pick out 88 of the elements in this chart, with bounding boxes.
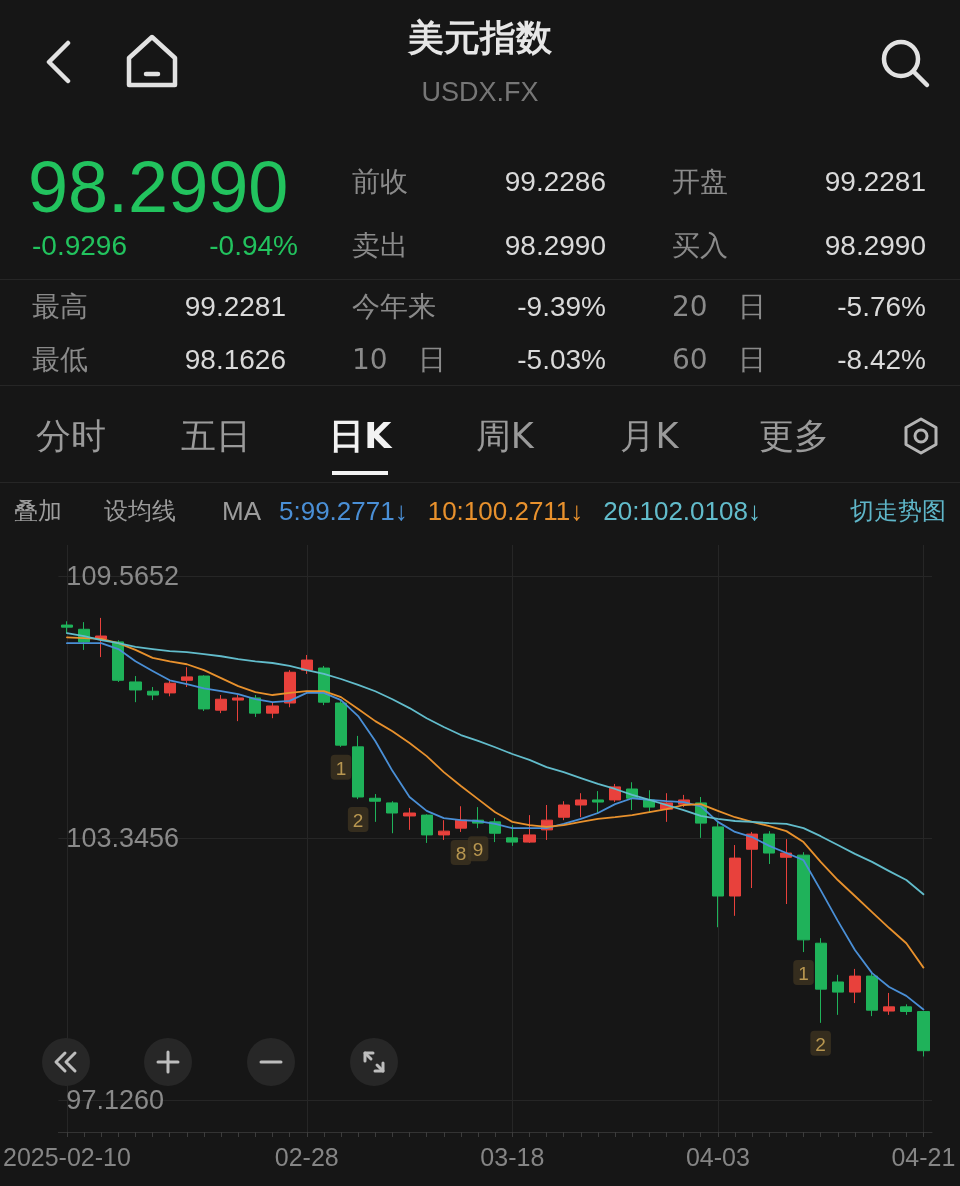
x-tick-label: 02-28: [274, 1142, 339, 1171]
candlestick: [575, 792, 587, 818]
text: 99.2286: [504, 165, 606, 199]
candlestick: [232, 694, 244, 722]
text: -0.9296: [32, 229, 127, 263]
text: -0.94%: [209, 229, 298, 263]
text: 最高: [32, 290, 88, 324]
text: 1: [798, 963, 809, 985]
text: 20:102.0108↓: [603, 495, 761, 527]
candlestick: [369, 793, 381, 823]
text: USDX.FX: [421, 76, 539, 108]
text: -5.03%: [517, 343, 606, 377]
text: 最低: [32, 343, 88, 377]
candlestick: [729, 844, 741, 917]
text: 8: [455, 842, 467, 864]
y-tick-label: 103.3456: [66, 823, 179, 854]
text: 98.2990: [28, 146, 289, 229]
text: 五日: [180, 415, 251, 457]
text: 9: [472, 839, 484, 861]
x-tick-label: 2025-02-10: [2, 1142, 131, 1171]
x-tick-label: 04-03: [685, 1142, 750, 1171]
text: 1: [335, 757, 347, 779]
candlestick: [763, 830, 775, 865]
candlestick: [746, 831, 758, 889]
text: 5:99.2771↓: [279, 495, 408, 527]
candlestick: [352, 735, 364, 800]
candlestick: [523, 814, 536, 844]
candlestick: [712, 821, 724, 928]
candlestick: [592, 790, 604, 814]
text: 前收: [352, 165, 408, 199]
text: 10:100.2711↓: [427, 495, 584, 527]
candlestick: [301, 654, 313, 675]
candlestick: [266, 701, 279, 719]
text: 切走势图: [850, 496, 946, 526]
candlestick: [335, 700, 347, 748]
text: 今年来: [352, 290, 436, 324]
candlestick: [61, 620, 73, 634]
x-tick-label: 04-21: [891, 1142, 956, 1171]
legend-title: MA: [222, 495, 261, 527]
text: 开盘: [672, 165, 728, 199]
text: 美元指数: [408, 15, 552, 59]
candlestick: [403, 807, 416, 831]
candlestick: [797, 851, 810, 953]
candlestick: [558, 800, 570, 821]
text: 月K: [620, 415, 679, 457]
text: 99.2281: [824, 165, 926, 199]
candlestick: [181, 666, 193, 688]
candlestick: [421, 813, 433, 844]
text: 周K: [475, 415, 534, 457]
candlestick: [438, 819, 450, 841]
candlestick: [455, 805, 467, 833]
line-series: [66, 632, 925, 896]
x-tick-label: 03-18: [480, 1142, 545, 1171]
text: -5.76%: [837, 290, 926, 324]
y-tick-label: 109.5652: [66, 560, 179, 591]
text: 20 日: [672, 290, 766, 324]
candlestick: [815, 937, 827, 1024]
candlestick: [129, 675, 142, 703]
candlestick: [866, 972, 878, 1017]
candlestick: [198, 674, 210, 712]
text: 买入: [672, 229, 728, 263]
text: 卖出: [352, 229, 408, 263]
candlestick: [832, 974, 844, 1016]
candlestick: [386, 800, 398, 834]
text: -9.39%: [517, 290, 606, 324]
candlestick: [917, 1011, 930, 1057]
candlestick: [849, 968, 861, 1004]
text: 更多: [759, 415, 829, 457]
text: 2: [352, 810, 364, 832]
text: 10 日: [352, 343, 446, 377]
candlestick: [506, 824, 518, 847]
text: 2: [815, 1033, 826, 1055]
text: 99.2281: [184, 290, 286, 324]
text: 60 日: [672, 343, 766, 377]
candlestick: [900, 1003, 912, 1016]
text: 叠加: [14, 496, 62, 526]
text: 分时: [36, 415, 106, 457]
text: 设均线: [104, 496, 176, 526]
candlestick: [147, 686, 159, 701]
text: 98.2990: [824, 229, 926, 263]
text: 98.1626: [184, 343, 286, 377]
text: -8.42%: [837, 343, 926, 377]
text: 98.2990: [504, 229, 606, 263]
candlestick: [164, 679, 176, 697]
candlestick: [215, 694, 227, 714]
candlestick: [883, 992, 895, 1016]
text: 日K: [329, 415, 392, 457]
y-tick-label: 97.1260: [66, 1085, 164, 1116]
